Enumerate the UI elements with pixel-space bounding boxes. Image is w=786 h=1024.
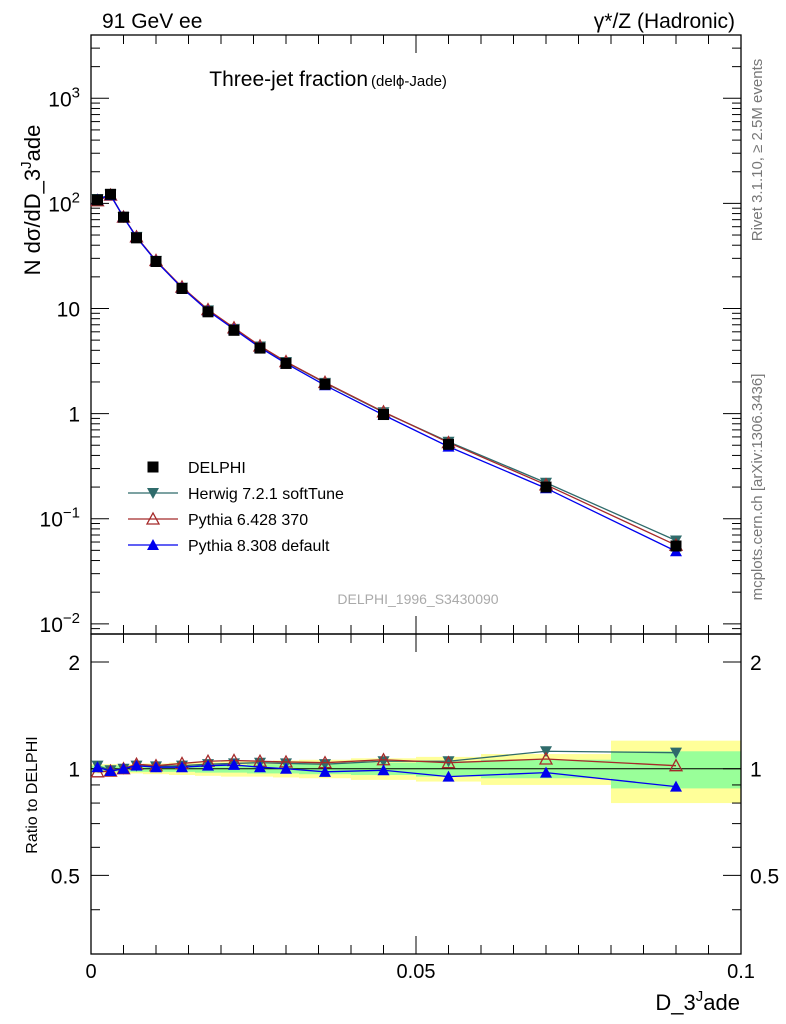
plot-subtitle: (delϕ-Jade) — [371, 73, 447, 90]
ratio-point-pythia-8-308-default — [670, 780, 682, 792]
ratio-uncertainty-bands — [91, 740, 741, 804]
ratio-point-pythia-8-308-default — [377, 764, 390, 776]
ratio-point-pythia-8-308-default — [91, 761, 104, 773]
y-tick-label-main: 1 — [68, 404, 80, 427]
legend-marker-delphi — [147, 461, 159, 473]
point-delphi — [540, 481, 552, 493]
side-mcplots-label: mcplots.cern.ch [arXiv:1306.3436] — [749, 374, 766, 601]
point-delphi — [670, 540, 682, 552]
ratio-point-pythia-8-308-default — [228, 758, 240, 770]
point-delphi — [228, 324, 240, 336]
ratio-point-pythia-8-308-default — [319, 765, 331, 777]
legend-marker-herwig-7-2-1-softtune — [147, 488, 159, 499]
ratio-point-pythia-6-428-370 — [668, 758, 684, 772]
y-tick-label-main: 102 — [48, 189, 80, 216]
y-axis-label-ratio: Ratio to DELPHI — [24, 736, 41, 853]
analysis-watermark: DELPHI_1996_S3430090 — [337, 591, 498, 607]
series-line-pythia-6-428-370 — [97, 194, 677, 546]
x-tick-label: 0 — [85, 961, 96, 983]
ratio-point-pythia-8-308-default — [150, 761, 162, 773]
point-delphi — [319, 378, 331, 390]
legend: DELPHI Herwig 7.2.1 softTune Pythia 6.428 … — [128, 460, 344, 555]
ratio-point-pythia-8-308-default — [202, 759, 214, 771]
legend-label-herwig-7-2-1-softtune: Herwig 7.2.1 softTune — [188, 486, 344, 503]
y-tick-label-ratio-right: 0.5 — [750, 865, 779, 888]
ratio-point-pythia-8-308-default — [442, 770, 455, 782]
y-tick-label-main: 10 — [57, 298, 80, 321]
ratio-point-pythia-6-428-370 — [441, 755, 456, 769]
x-axis-label: D_3Jade — [655, 988, 740, 1015]
ratio-point-pythia-8-308-default — [176, 761, 188, 773]
legend-label-delphi: DELPHI — [188, 460, 246, 477]
point-delphi — [92, 194, 103, 206]
ratio-point-herwig-7-2-1-softtune — [670, 747, 682, 759]
y-tick-label-ratio-right: 1 — [750, 759, 762, 782]
y-tick-label-ratio: 2 — [68, 652, 80, 675]
point-delphi — [131, 232, 142, 244]
y-axis-label-main: N dσ/dD_3Jade — [18, 125, 45, 276]
series-line-herwig-7-2-1-softtune — [97, 193, 677, 542]
axis-ticks — [90, 34, 742, 954]
side-rivet-label: Rivet 3.1.10, ≥ 2.5M events — [749, 59, 766, 242]
legend-label-pythia-8-308-default: Pythia 8.308 default — [188, 538, 330, 555]
ratio-point-pythia-8-308-default — [104, 765, 117, 777]
point-delphi — [202, 306, 214, 318]
point-delphi — [118, 211, 129, 223]
y-tick-label-main: 103 — [48, 84, 80, 111]
point-delphi — [176, 282, 188, 294]
point-delphi — [105, 188, 116, 200]
point-delphi — [280, 357, 292, 369]
point-delphi — [443, 438, 454, 450]
y-tick-label-ratio-right: 2 — [750, 652, 762, 675]
ratio-point-pythia-8-308-default — [117, 762, 130, 774]
legend-label-pythia-6-428-370: Pythia 6.428 370 — [188, 512, 308, 529]
legend-marker-pythia-6-428-370 — [145, 511, 161, 525]
header-left: 91 GeV ee — [102, 10, 202, 33]
ratio-plot-series — [90, 746, 684, 792]
header-right: γ*/Z (Hadronic) — [594, 10, 735, 33]
point-delphi — [378, 409, 389, 421]
point-delphi — [150, 255, 162, 267]
axis-tick-labels: 0 0.05 0.1 10−2 10−1 1 10 102 103 0.5 0.5 1 1 2 2 — [40, 84, 780, 983]
ratio-point-pythia-8-308-default — [540, 766, 552, 778]
x-tick-label: 0.1 — [727, 961, 755, 983]
y-tick-label-ratio: 0.5 — [51, 865, 80, 888]
ratio-point-pythia-8-308-default — [130, 759, 143, 771]
ratio-point-pythia-6-428-370 — [538, 751, 554, 765]
x-tick-label: 0.05 — [397, 961, 436, 983]
legend-marker-pythia-8-308-default — [147, 539, 159, 550]
ratio-point-pythia-8-308-default — [254, 761, 266, 773]
y-tick-label-main: 10−2 — [40, 610, 80, 637]
main-plot-series — [90, 187, 684, 557]
y-tick-label-ratio: 1 — [68, 759, 80, 782]
ratio-point-herwig-7-2-1-softtune — [442, 756, 455, 768]
series-line-pythia-8-308-default — [97, 194, 677, 552]
point-delphi — [254, 342, 266, 354]
plot-title: Three-jet fraction — [209, 68, 368, 91]
y-tick-label-main: 10−1 — [40, 505, 80, 532]
ratio-point-pythia-8-308-default — [280, 762, 292, 774]
